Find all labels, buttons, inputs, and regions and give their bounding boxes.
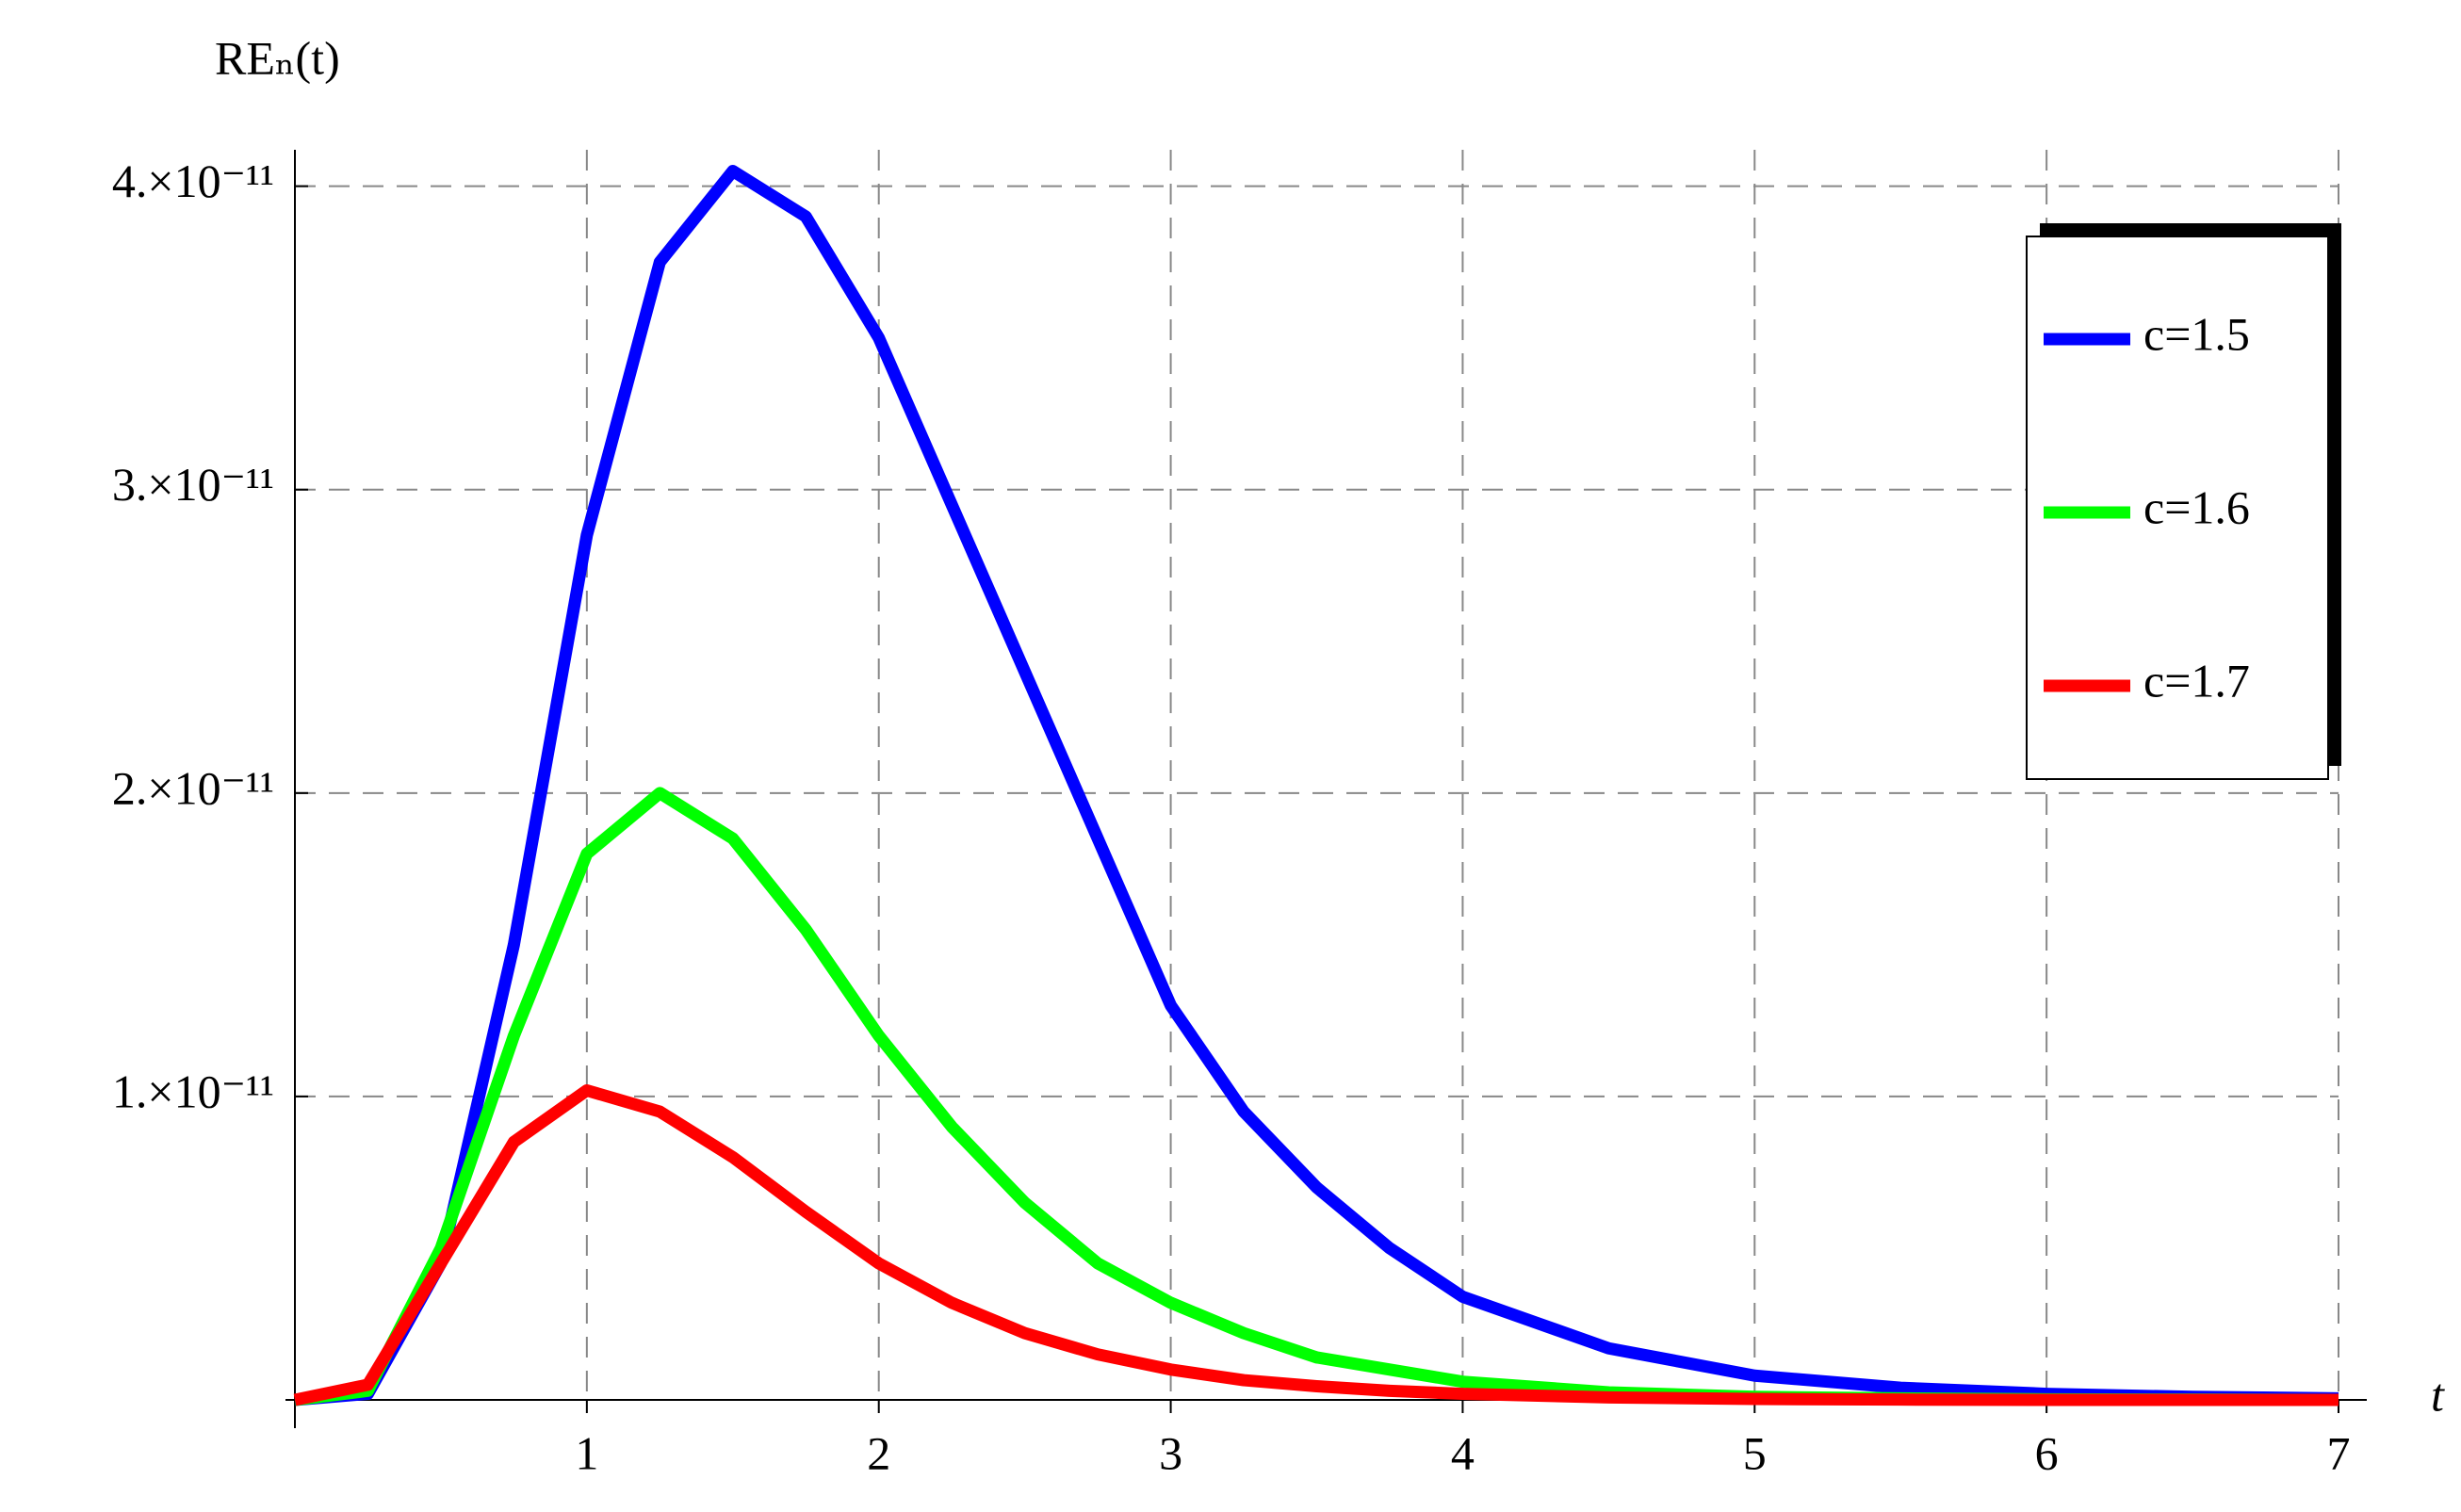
- series-line: [294, 165, 2339, 1406]
- x-tick-label: 2: [867, 1426, 890, 1479]
- x-tick-label: 4: [1451, 1426, 1475, 1479]
- legend-label: c=1.6: [2143, 480, 2250, 533]
- legend-label: c=1.5: [2143, 307, 2250, 360]
- x-tick-label: 6: [2035, 1426, 2059, 1479]
- y-tick-label: 3.×10⁻¹¹: [112, 458, 274, 511]
- y-tick-label: 1.×10⁻¹¹: [112, 1065, 274, 1117]
- series-line: [293, 1083, 2339, 1406]
- legend-label: c=1.7: [2143, 654, 2250, 707]
- y-axis-label: REₙ(t): [215, 31, 340, 84]
- x-tick-label: 7: [2327, 1426, 2351, 1479]
- x-axis-label: t: [2431, 1368, 2445, 1421]
- y-tick-label: 4.×10⁻¹¹: [112, 154, 274, 207]
- x-tick-label: 5: [1743, 1426, 1767, 1479]
- y-tick-label: 2.×10⁻¹¹: [112, 761, 274, 814]
- x-tick-label: 1: [575, 1426, 598, 1479]
- x-tick-label: 3: [1159, 1426, 1182, 1479]
